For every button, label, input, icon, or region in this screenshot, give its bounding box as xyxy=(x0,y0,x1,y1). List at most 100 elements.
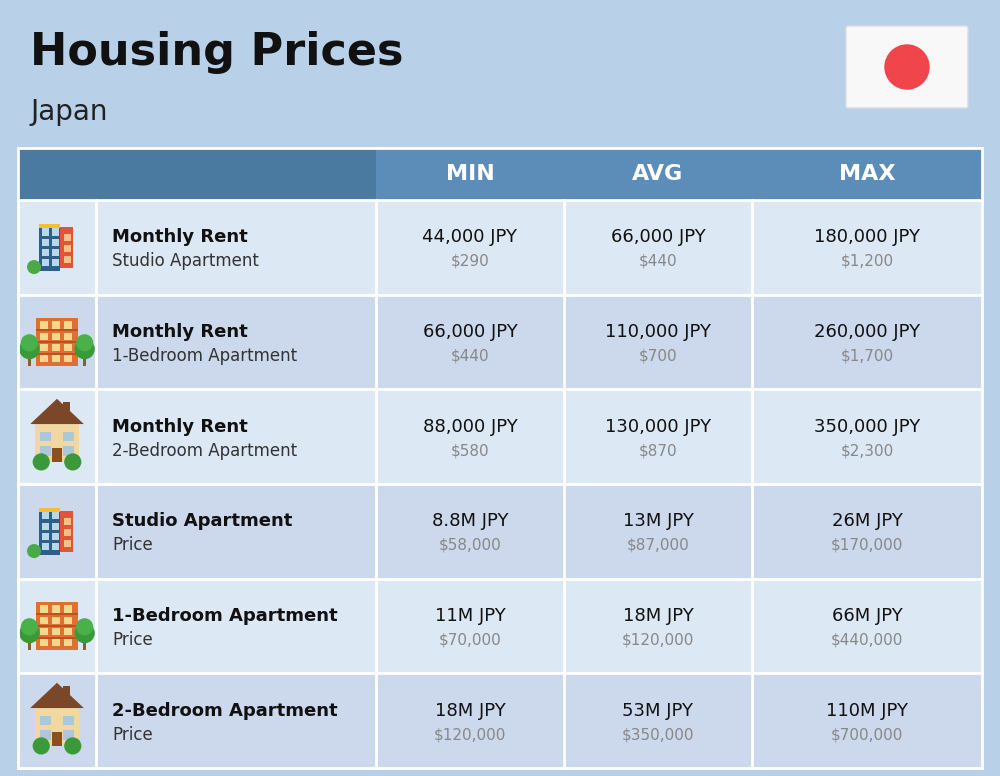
Bar xyxy=(18,148,96,200)
Text: 260,000 JPY: 260,000 JPY xyxy=(814,323,920,341)
Text: 1-Bedroom Apartment: 1-Bedroom Apartment xyxy=(112,347,297,365)
Bar xyxy=(36,353,78,355)
Bar xyxy=(63,402,70,419)
Text: Monthly Rent: Monthly Rent xyxy=(112,228,248,246)
Text: 110M JPY: 110M JPY xyxy=(826,702,908,719)
Bar xyxy=(42,533,49,540)
Bar xyxy=(83,355,86,366)
Bar xyxy=(52,239,59,246)
Text: 66,000 JPY: 66,000 JPY xyxy=(423,323,517,341)
Bar xyxy=(64,528,71,536)
Bar xyxy=(40,344,48,351)
Bar xyxy=(39,223,60,227)
Text: 18M JPY: 18M JPY xyxy=(623,607,693,625)
Bar xyxy=(35,424,79,462)
Text: $1,200: $1,200 xyxy=(840,254,894,268)
Bar xyxy=(36,601,78,650)
Circle shape xyxy=(33,738,49,753)
Bar xyxy=(42,259,49,266)
Bar xyxy=(52,628,60,635)
Bar xyxy=(63,446,74,456)
Text: $58,000: $58,000 xyxy=(439,538,501,553)
Text: $440: $440 xyxy=(639,254,677,268)
Bar xyxy=(40,321,48,328)
Bar xyxy=(40,617,48,624)
Circle shape xyxy=(885,45,929,89)
Bar xyxy=(39,508,60,555)
Polygon shape xyxy=(30,683,84,708)
Bar xyxy=(64,518,71,525)
Text: 110,000 JPY: 110,000 JPY xyxy=(605,323,711,341)
Bar xyxy=(42,228,49,235)
Text: 2-Bedroom Apartment: 2-Bedroom Apartment xyxy=(112,442,297,459)
Text: 11M JPY: 11M JPY xyxy=(435,607,505,625)
Bar xyxy=(64,333,72,340)
Bar xyxy=(35,708,79,746)
Text: $70,000: $70,000 xyxy=(439,632,501,647)
Bar xyxy=(52,639,60,646)
Text: $87,000: $87,000 xyxy=(627,538,689,553)
Circle shape xyxy=(75,340,94,359)
Bar xyxy=(63,432,74,442)
Bar xyxy=(64,256,71,263)
Bar xyxy=(52,249,59,256)
Bar xyxy=(18,148,982,768)
Bar xyxy=(42,239,49,246)
Bar xyxy=(39,508,60,511)
Text: $440,000: $440,000 xyxy=(831,632,903,647)
Text: 2-Bedroom Apartment: 2-Bedroom Apartment xyxy=(112,702,338,719)
Text: $350,000: $350,000 xyxy=(622,727,694,742)
Bar xyxy=(52,523,59,530)
Text: $290: $290 xyxy=(451,254,489,268)
Circle shape xyxy=(65,738,81,753)
Text: 18M JPY: 18M JPY xyxy=(435,702,505,719)
Bar xyxy=(40,605,48,612)
Text: 180,000 JPY: 180,000 JPY xyxy=(814,228,920,246)
Bar xyxy=(52,732,62,746)
Bar xyxy=(64,234,71,241)
Bar xyxy=(52,333,60,340)
Bar xyxy=(36,637,78,639)
Bar xyxy=(40,446,51,456)
Text: $170,000: $170,000 xyxy=(831,538,903,553)
Circle shape xyxy=(22,335,37,351)
Bar xyxy=(64,344,72,351)
Bar xyxy=(52,543,59,550)
Polygon shape xyxy=(30,399,84,424)
Text: Price: Price xyxy=(112,536,153,554)
Bar xyxy=(64,628,72,635)
Text: 53M JPY: 53M JPY xyxy=(622,702,694,719)
Circle shape xyxy=(28,261,40,273)
Text: Studio Apartment: Studio Apartment xyxy=(112,252,259,270)
Bar xyxy=(52,448,62,462)
Text: MAX: MAX xyxy=(839,164,895,184)
Bar xyxy=(40,628,48,635)
Circle shape xyxy=(65,454,81,469)
Text: $700,000: $700,000 xyxy=(831,727,903,742)
Circle shape xyxy=(20,624,39,643)
Text: $580: $580 xyxy=(451,443,489,458)
Bar xyxy=(52,617,60,624)
Bar xyxy=(40,730,51,740)
Bar xyxy=(40,355,48,362)
Bar xyxy=(36,317,78,366)
Bar xyxy=(36,328,78,331)
Bar xyxy=(39,223,60,271)
Bar xyxy=(18,390,982,484)
FancyBboxPatch shape xyxy=(846,26,968,108)
Text: Monthly Rent: Monthly Rent xyxy=(112,323,248,341)
Text: 1-Bedroom Apartment: 1-Bedroom Apartment xyxy=(112,607,338,625)
Text: 8.8M JPY: 8.8M JPY xyxy=(432,512,508,530)
Bar xyxy=(40,333,48,340)
Text: Japan: Japan xyxy=(30,98,108,126)
Text: $2,300: $2,300 xyxy=(840,443,894,458)
Text: 26M JPY: 26M JPY xyxy=(832,512,902,530)
Circle shape xyxy=(77,619,92,635)
Bar xyxy=(42,523,49,530)
Text: AVG: AVG xyxy=(632,164,684,184)
Bar xyxy=(52,512,59,519)
Bar xyxy=(36,612,78,615)
Text: 88,000 JPY: 88,000 JPY xyxy=(423,417,517,435)
Bar xyxy=(60,511,73,552)
Bar xyxy=(64,617,72,624)
